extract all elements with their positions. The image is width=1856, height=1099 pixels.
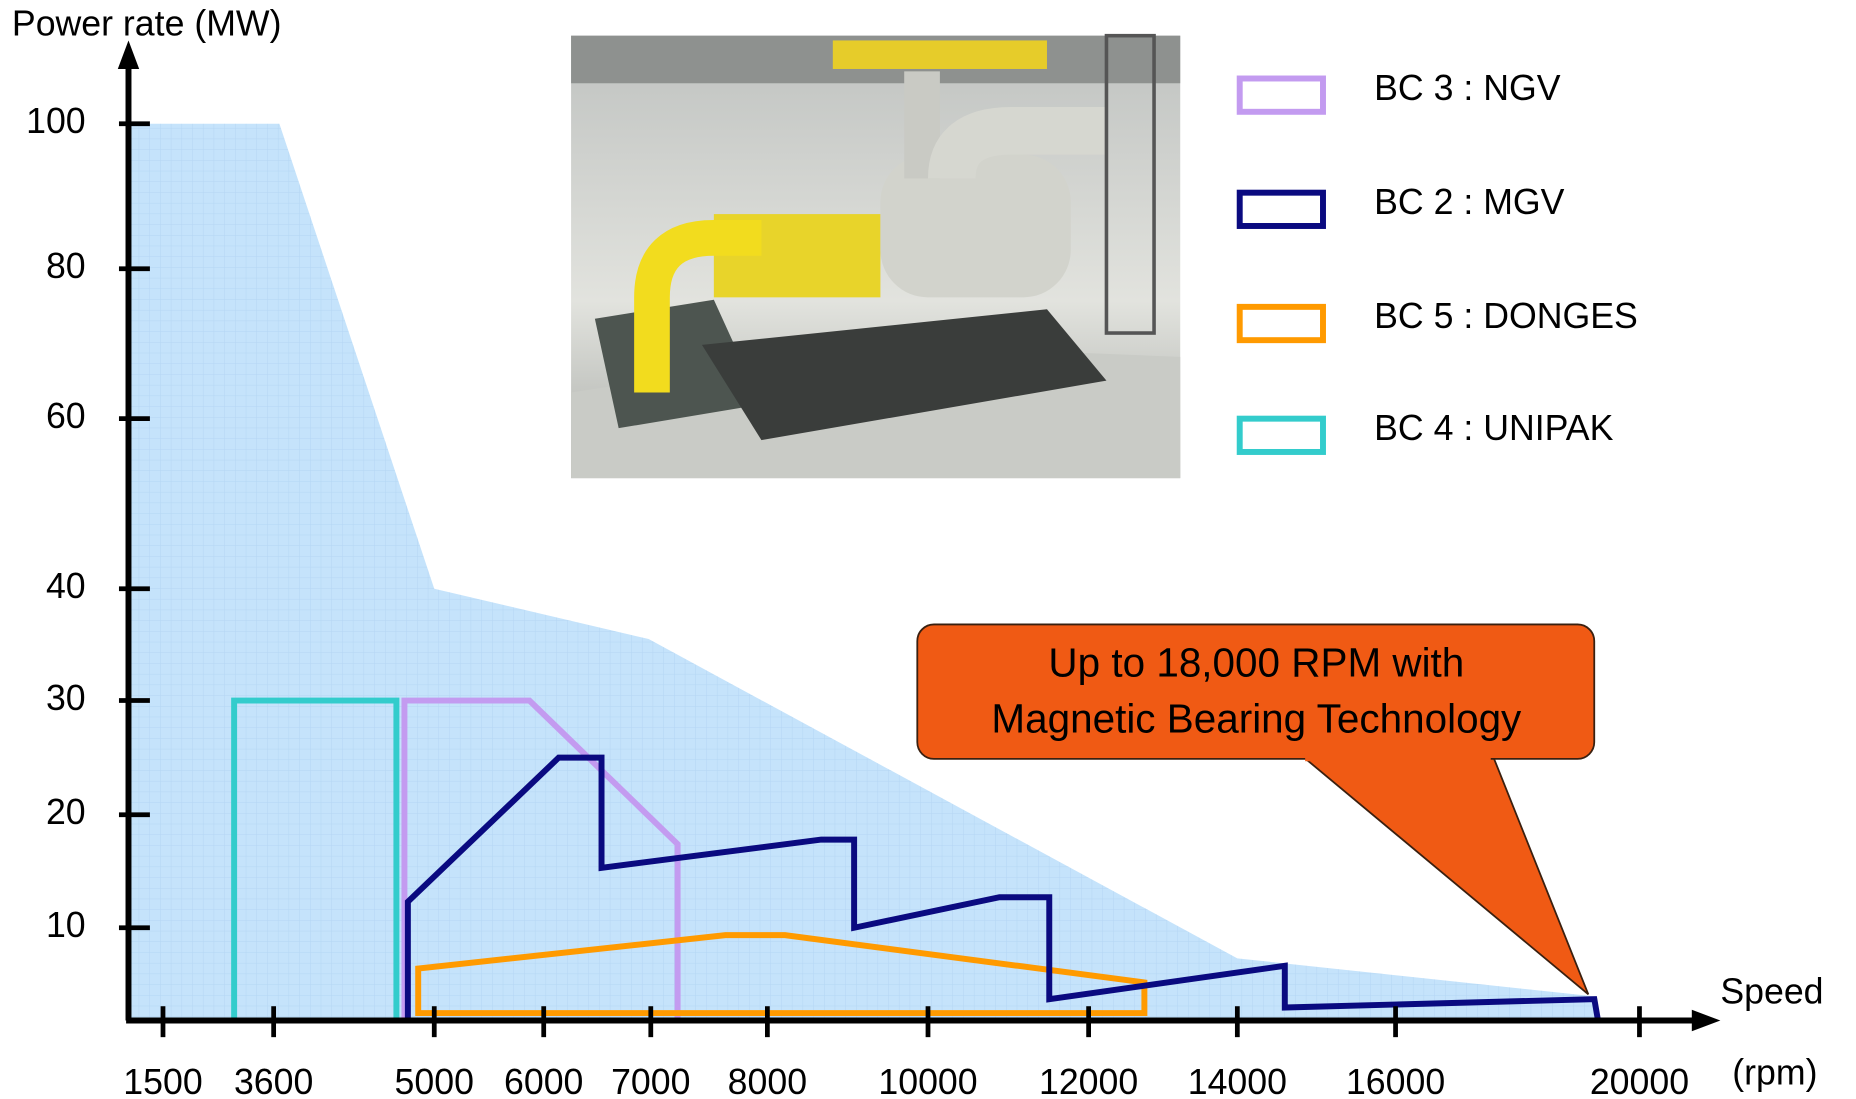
- y-axis-label: Power rate (MW): [12, 4, 282, 44]
- y-tick-label: 100: [26, 101, 86, 141]
- series-outline: [415, 932, 1148, 1017]
- y-tick-label: 60: [46, 396, 86, 436]
- callout: Up to 18,000 RPM with Magnetic Bearing T…: [916, 623, 1596, 996]
- y-tick-label: 30: [46, 678, 86, 718]
- x-tick-label: 7000: [611, 1062, 690, 1099]
- series-outline: [404, 754, 1602, 1024]
- annotation: Magnetic Bearing Technology: [991, 696, 1522, 742]
- x-tick-label: 12000: [1039, 1062, 1138, 1099]
- y-tick-label: 40: [46, 566, 86, 606]
- x-tick-label: 5000: [395, 1062, 474, 1099]
- legend-swatch: [1236, 75, 1326, 115]
- x-axis-label: Speed: [1720, 972, 1823, 1012]
- x-tick-label: 16000: [1346, 1062, 1445, 1099]
- x-tick-label: 1500: [123, 1062, 202, 1099]
- legend-swatch: [1236, 415, 1326, 455]
- legend-swatch: [1236, 303, 1326, 344]
- x-tick-label: 20000: [1590, 1062, 1689, 1099]
- legend-label: BC 4 : UNIPAK: [1374, 408, 1613, 448]
- x-axis-unit: (rpm): [1732, 1053, 1817, 1093]
- envelope-grid: [129, 123, 1595, 1021]
- x-tick-label: 10000: [878, 1062, 977, 1099]
- legend-label: BC 5 : DONGES: [1374, 296, 1638, 336]
- y-tick-label: 10: [46, 905, 86, 945]
- y-tick-label: 80: [46, 246, 86, 286]
- x-tick-label: 8000: [728, 1062, 807, 1099]
- x-tick-label: 6000: [504, 1062, 583, 1099]
- annotation: Up to 18,000 RPM with: [1048, 640, 1464, 686]
- legend-swatch: [1236, 189, 1326, 229]
- axes: [117, 40, 1721, 1032]
- photo: [571, 33, 1181, 479]
- x-tick-label: 14000: [1188, 1062, 1287, 1099]
- y-tick-label: 20: [46, 792, 86, 832]
- legend-label: BC 2 : MGV: [1374, 182, 1565, 222]
- area-layer: [129, 123, 1595, 1021]
- legend-label: BC 3 : NGV: [1374, 68, 1561, 108]
- x-tick-label: 3600: [234, 1062, 313, 1099]
